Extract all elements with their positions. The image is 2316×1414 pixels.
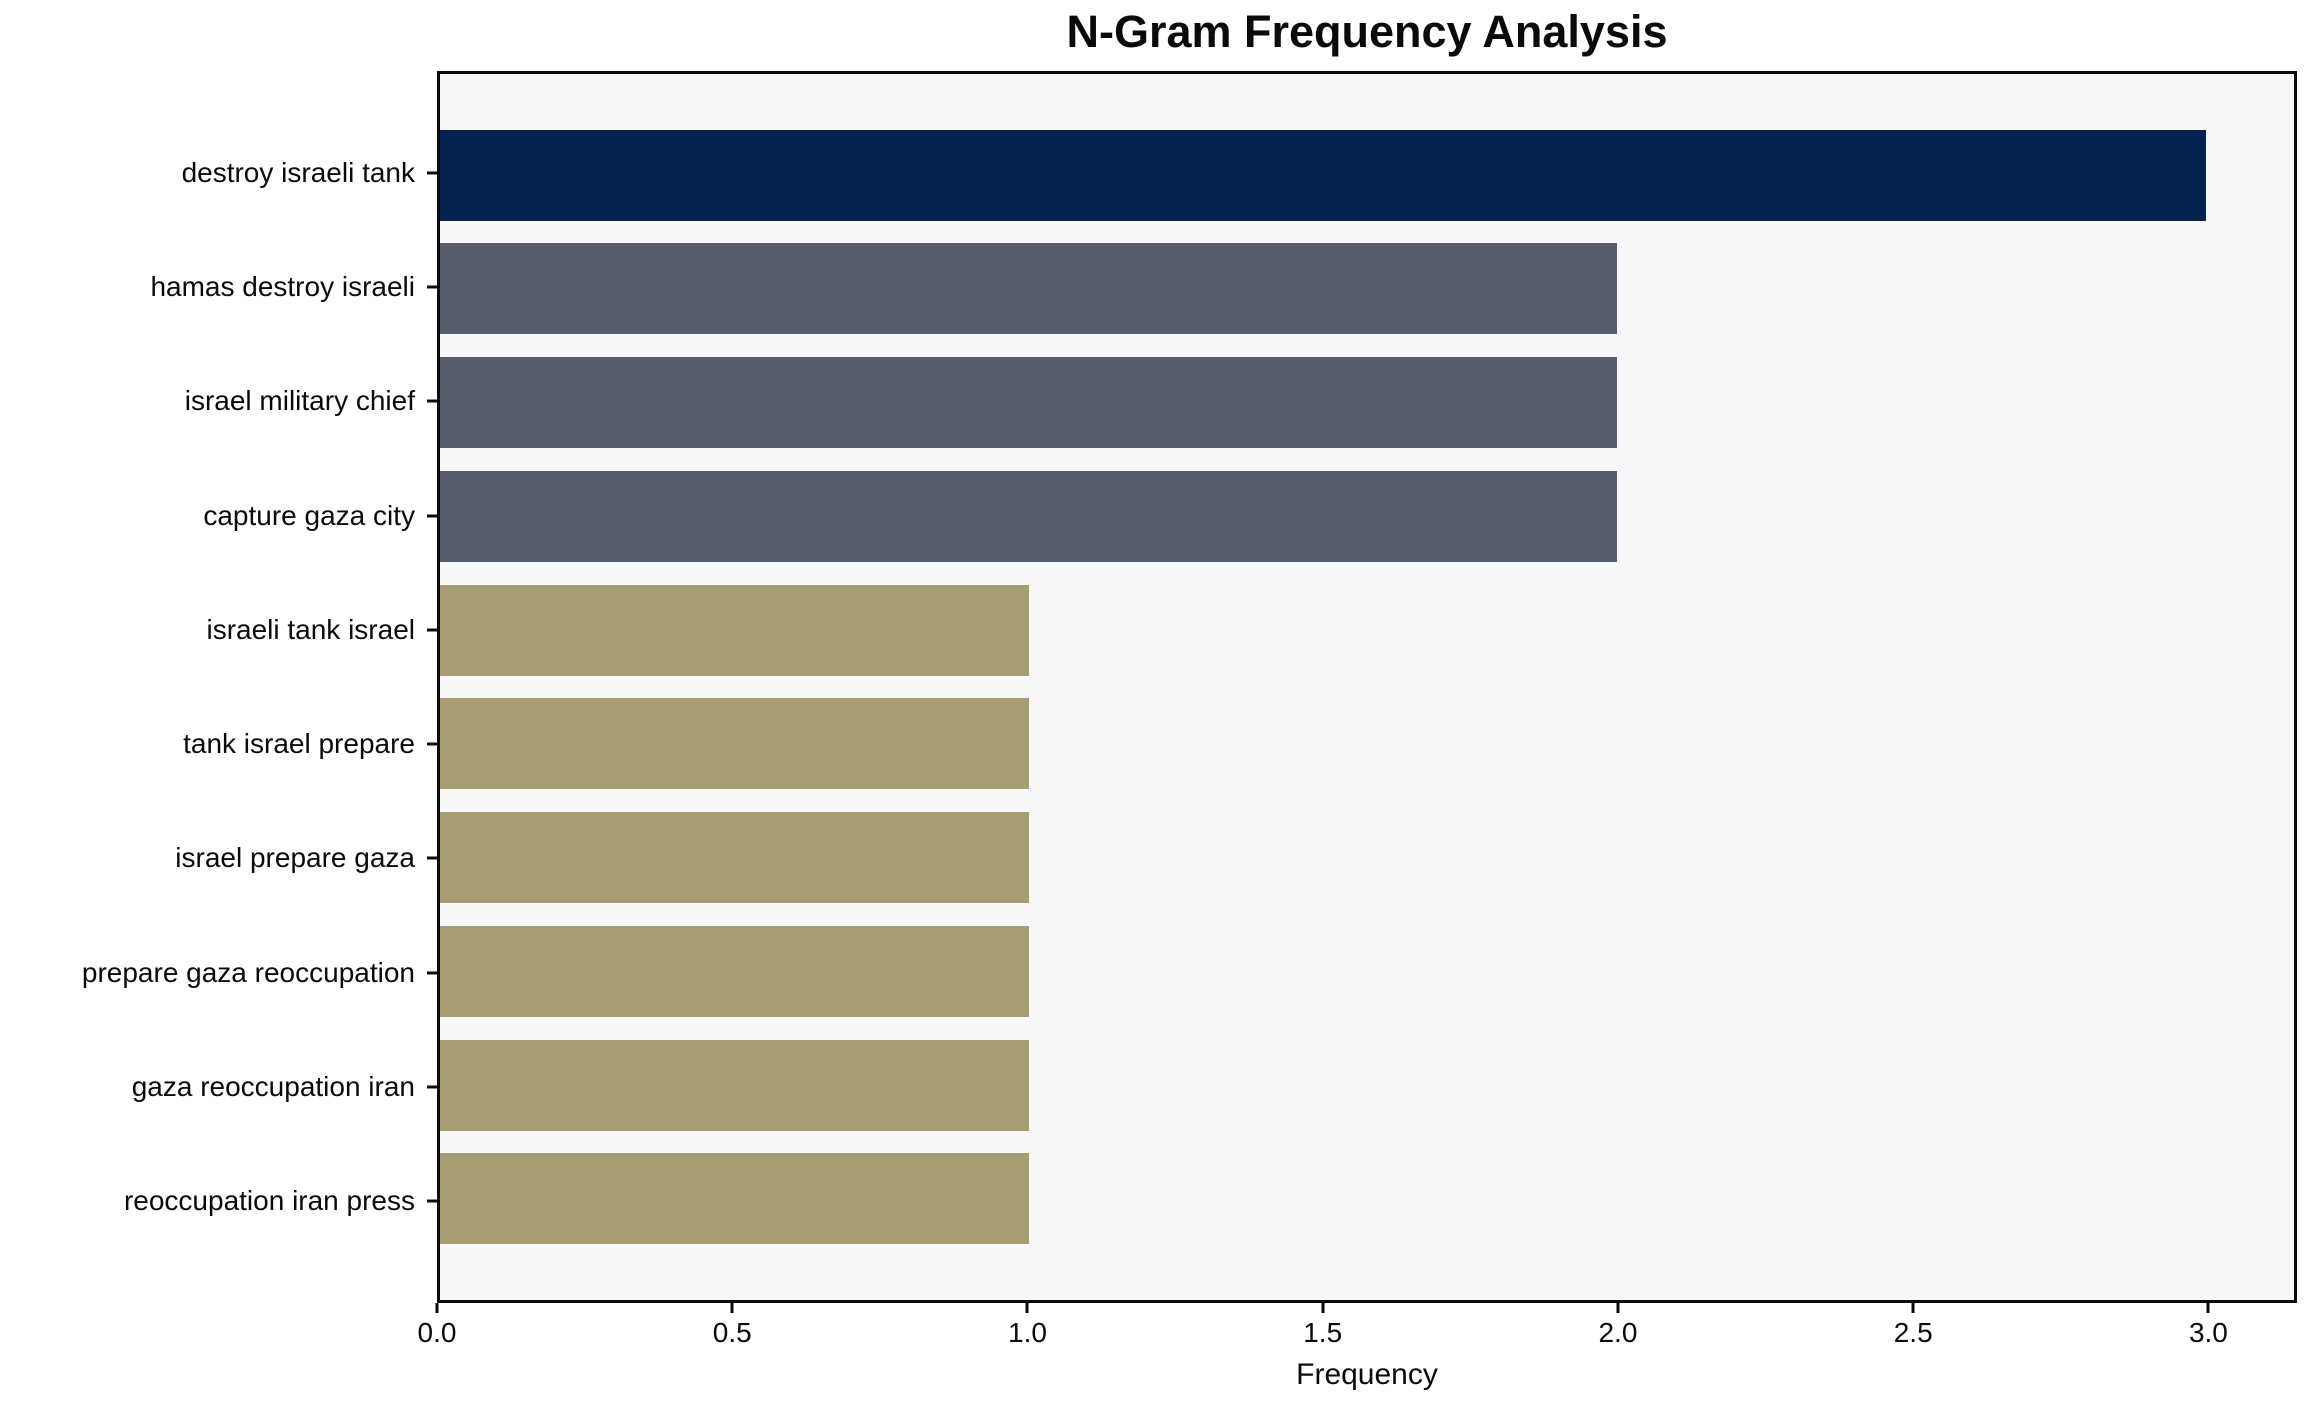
chart-title: N-Gram Frequency Analysis <box>1066 6 1668 57</box>
y-tick-label: israel military chief <box>184 385 415 417</box>
x-tick-label: 0.5 <box>712 1317 752 1348</box>
y-tick-label: gaza reoccupation iran <box>131 1071 415 1102</box>
y-tick-label: hamas destroy israeli <box>150 271 415 302</box>
y-tick-mark <box>427 856 437 860</box>
x-axis-title: Frequency <box>1296 1358 1438 1391</box>
y-tick-label: israel prepare gaza <box>175 842 415 874</box>
x-tick-mark <box>1911 1303 1915 1313</box>
x-tick-label: 0.0 <box>417 1317 457 1348</box>
x-tick-label: 2.0 <box>1598 1317 1638 1348</box>
x-tick-label: 1.5 <box>1303 1317 1343 1348</box>
y-axis-labels: destroy israeli tank hamas destroy israel… <box>0 71 437 1303</box>
y-tick-label: capture gaza city <box>203 499 415 531</box>
bar-reoccupation-iran-press <box>440 1153 1029 1245</box>
bar-hamas-destroy-israeli <box>440 243 1618 335</box>
bar-prepare-gaza-reoccupation <box>440 925 1029 1017</box>
x-tick-label: 2.5 <box>1893 1317 1933 1348</box>
bar-israel-military-chief <box>440 357 1618 449</box>
y-tick-mark <box>427 285 437 289</box>
x-tick-mark <box>435 1303 439 1313</box>
x-axis: 0.0 0.5 1.0 1.5 2.0 2.5 3.0 <box>418 1303 2297 1413</box>
bar-tank-israel-prepare <box>440 698 1029 790</box>
x-tick-mark <box>2206 1303 2210 1313</box>
plot-area <box>437 71 2297 1303</box>
y-tick-mark <box>427 399 437 403</box>
bar-destroy-israeli-tank <box>440 129 2206 221</box>
y-tick-mark <box>427 628 437 632</box>
y-tick-mark <box>427 514 437 518</box>
x-tick-mark <box>1321 1303 1325 1313</box>
x-tick-label: 3.0 <box>2188 1317 2228 1348</box>
bar-gaza-reoccupation-iran <box>440 1039 1029 1131</box>
bar-israel-prepare-gaza <box>440 812 1029 904</box>
y-tick-label: destroy israeli tank <box>181 156 415 188</box>
x-tick-mark <box>730 1303 734 1313</box>
x-tick-mark <box>1025 1303 1029 1313</box>
y-tick-label: prepare gaza reoccupation <box>81 956 415 988</box>
y-tick-mark <box>427 971 437 975</box>
y-tick-label: reoccupation iran press <box>123 1185 415 1217</box>
y-tick-label: israeli tank israel <box>206 613 415 645</box>
y-tick-mark <box>427 1085 437 1089</box>
bar-capture-gaza-city <box>440 470 1618 562</box>
y-tick-mark <box>427 171 437 175</box>
y-tick-mark <box>427 1199 437 1203</box>
x-tick-label: 1.0 <box>1008 1317 1047 1348</box>
bar-israeli-tank-israel <box>440 584 1029 676</box>
x-tick-mark <box>1616 1303 1620 1313</box>
y-tick-mark <box>427 742 437 746</box>
y-tick-label: tank israel prepare <box>183 728 415 760</box>
